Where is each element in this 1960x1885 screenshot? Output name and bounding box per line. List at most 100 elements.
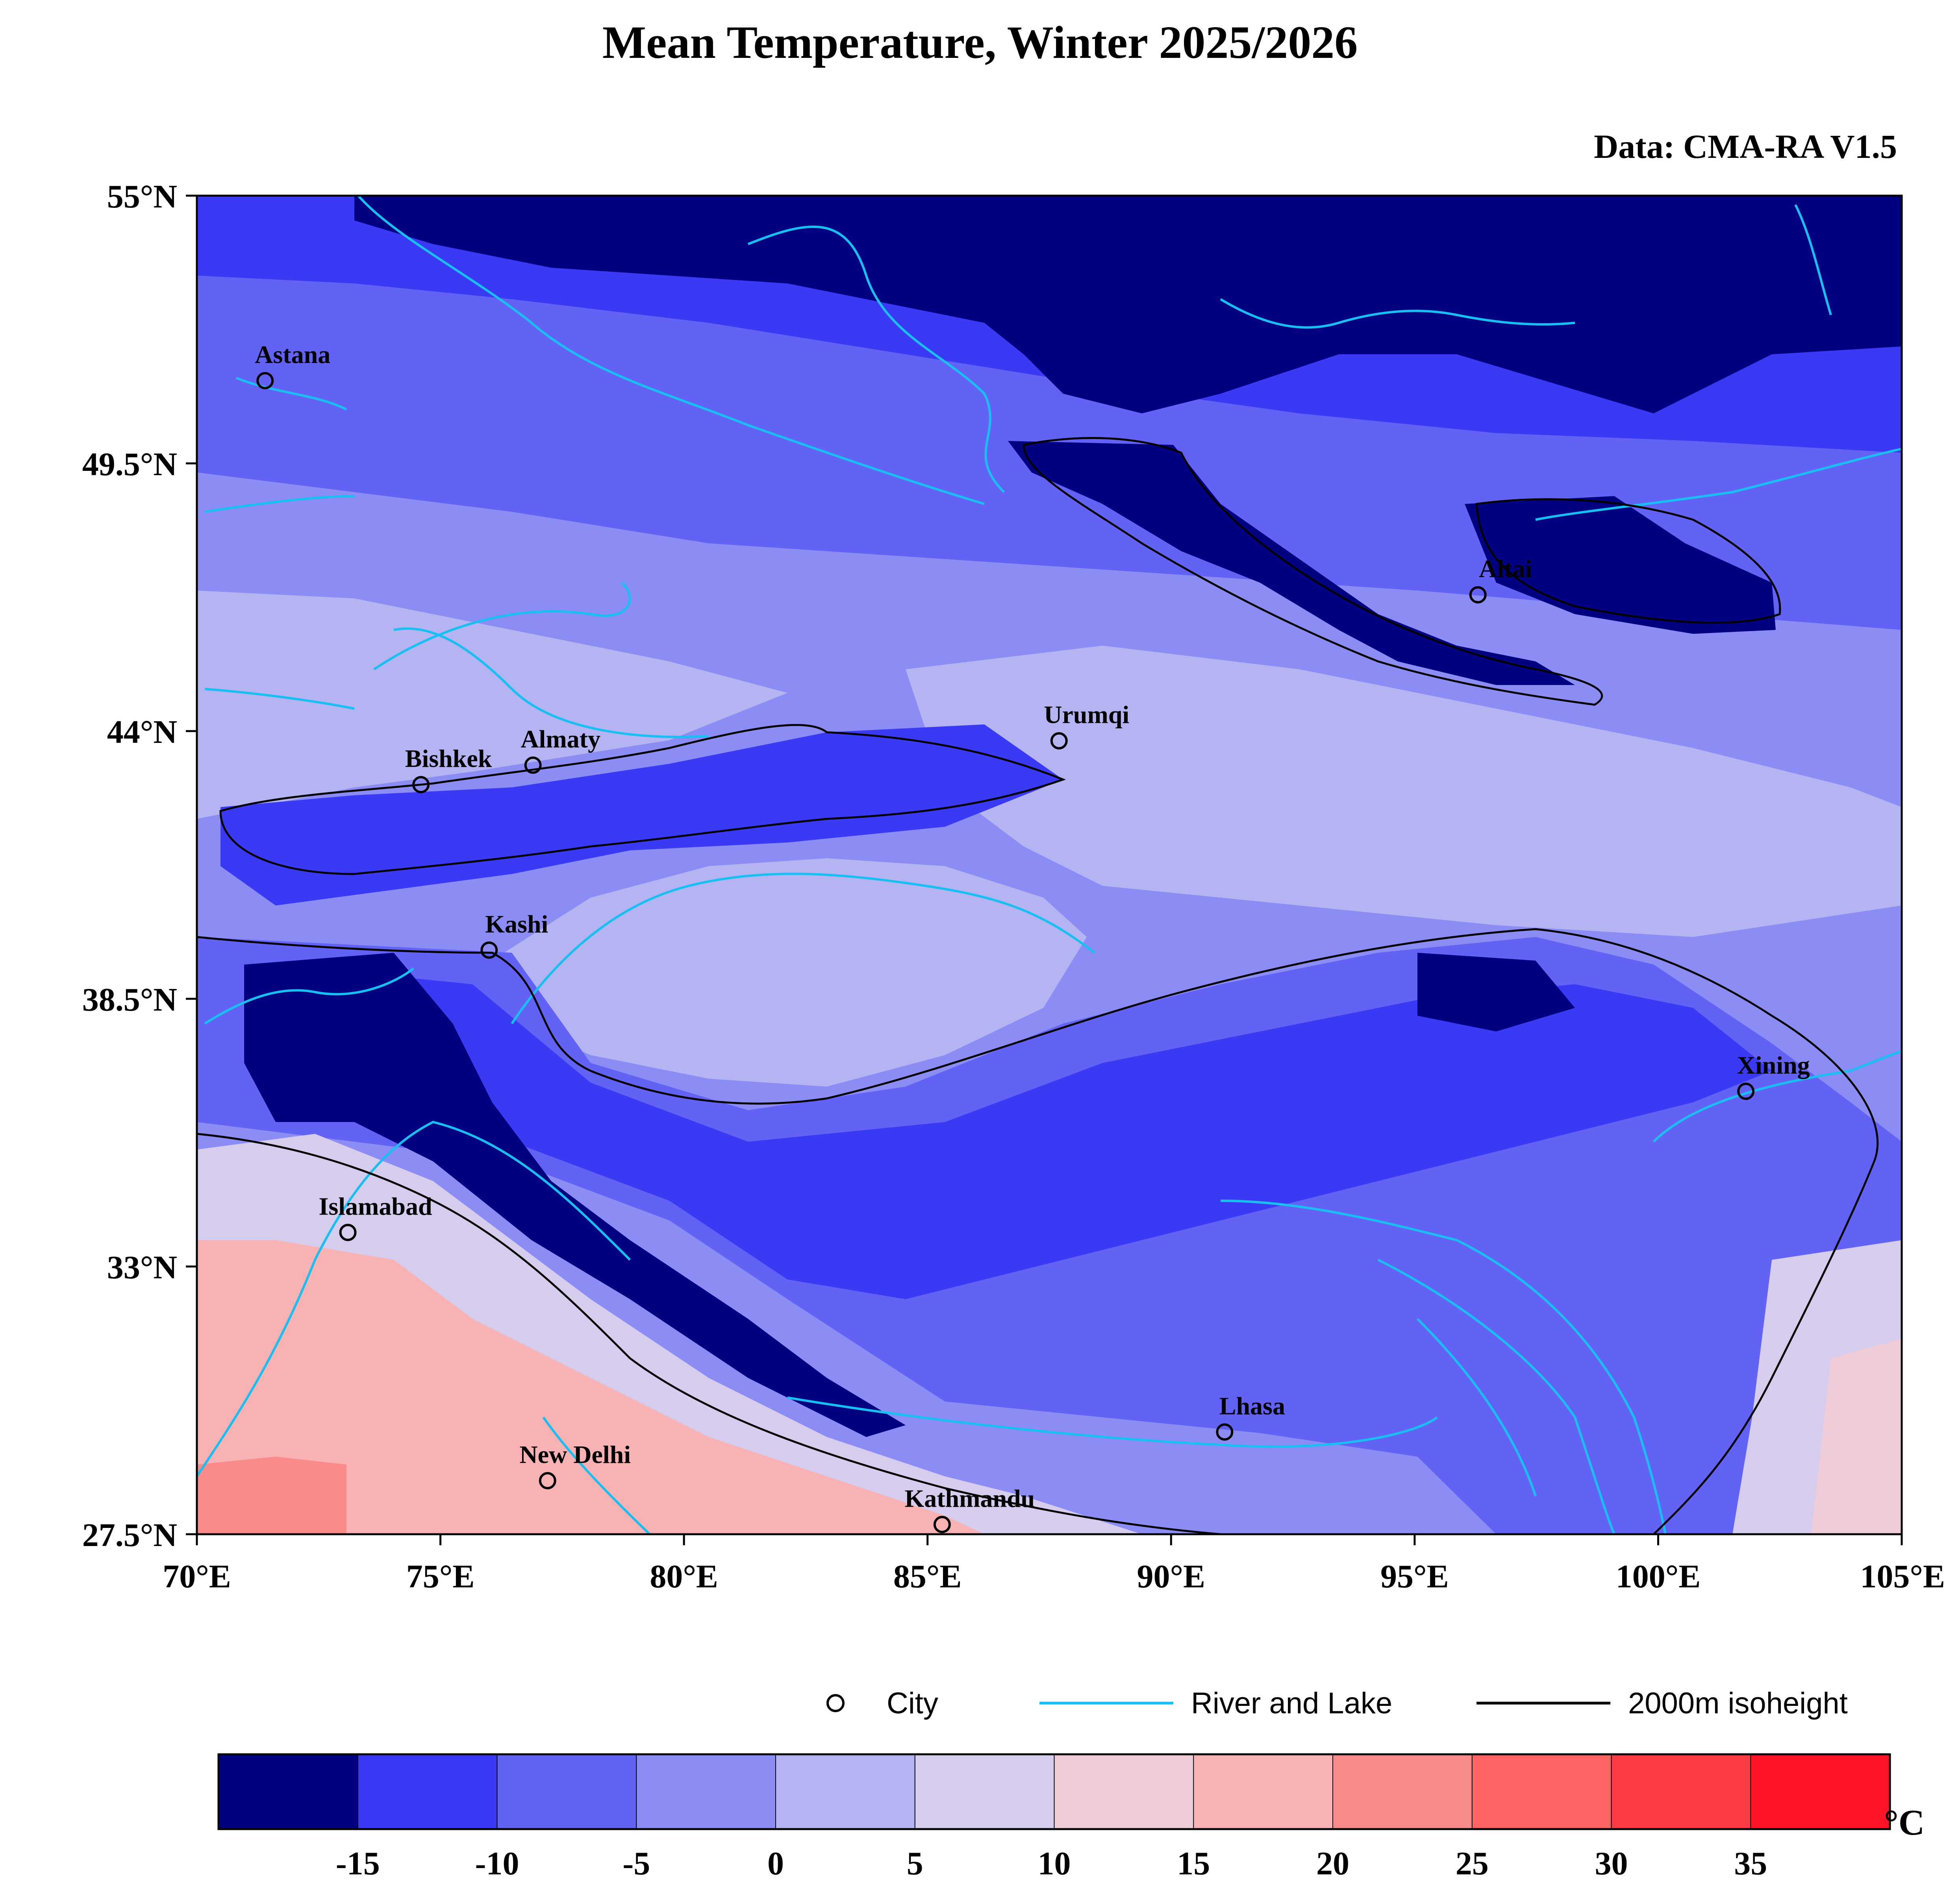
temp-zone-tibet-cold-core: [276, 965, 1772, 1299]
map-legend: City River and Lake 2000m isoheight: [826, 1687, 1848, 1720]
temp-zone-mongolia-cold: [1465, 496, 1776, 634]
colorbar-tick-label: 10: [1038, 1845, 1071, 1882]
city-label: Altai: [1479, 555, 1532, 583]
colorbar-tick-label: 35: [1734, 1845, 1767, 1882]
river-balkhash: [373, 581, 631, 670]
city-marker: [1216, 1423, 1234, 1441]
temp-zone-qilian-extreme: [1417, 953, 1575, 1031]
isoheight-contours: [197, 437, 1879, 1534]
city-marker: [1469, 586, 1487, 604]
temp-zone-tianshan-cold: [220, 724, 1063, 905]
colorbar-swatch: [497, 1754, 637, 1829]
colorbar-swatch: [1611, 1754, 1751, 1829]
colorbar-swatch: [1054, 1754, 1194, 1829]
city-almaty: Almaty: [521, 725, 600, 774]
y-tick-label: 44°N: [107, 714, 177, 750]
x-tick-label: 90°E: [1137, 1558, 1205, 1595]
data-source-label: Data: CMA-RA V1.5: [1594, 128, 1897, 165]
colorbar-tick-label: 0: [767, 1845, 784, 1882]
river-salween: [1416, 1318, 1537, 1496]
y-tick-label: 49.5°N: [82, 446, 177, 483]
city-marker: [524, 756, 542, 774]
colorbar-swatch: [219, 1754, 358, 1829]
city-label: Kashi: [485, 910, 548, 938]
city-altai: Altai: [1469, 555, 1532, 604]
city-lhasa: Lhasa: [1216, 1392, 1285, 1441]
isoheight-tianshan: [219, 724, 1066, 875]
city-label: Lhasa: [1219, 1392, 1285, 1420]
legend-city-marker: [826, 1694, 845, 1712]
colorbar-swatch: [1333, 1754, 1473, 1829]
temp-zone-hot-pocket: [197, 1457, 346, 1534]
temp-zone-tarim-basin: [504, 858, 1087, 1087]
colorbar-tick-label: 30: [1595, 1845, 1628, 1882]
colorbar-tick-label: 20: [1316, 1845, 1349, 1882]
legend-isoheight-label: 2000m isoheight: [1628, 1687, 1848, 1720]
city-kathmandu: Kathmandu: [904, 1484, 1035, 1533]
city-label: Bishkek: [405, 744, 492, 772]
city-marker: [480, 941, 498, 959]
y-tick-label: 55°N: [107, 178, 177, 215]
x-tick-label: 100°E: [1616, 1558, 1701, 1595]
colorbar-swatch: [1751, 1754, 1890, 1829]
x-tick-label: 80°E: [650, 1558, 718, 1595]
city-label: Xining: [1737, 1051, 1810, 1079]
city-label: Astana: [255, 341, 330, 368]
temperature-colorbar: -15 -10 -5 0 5 10 15 20 25 30 35: [217, 1753, 1891, 1882]
river-indus: [197, 1120, 631, 1477]
colorbar-tick-label: 5: [907, 1845, 923, 1882]
city-label: New Delhi: [519, 1441, 631, 1468]
colorbar-swatch: [636, 1754, 776, 1829]
city-label: Kathmandu: [904, 1484, 1035, 1512]
river-mekong: [1377, 1259, 1615, 1534]
city-kashi: Kashi: [480, 910, 548, 959]
colorbar-tick-label: 15: [1177, 1845, 1210, 1882]
river-network: [197, 196, 1902, 1534]
city-marker: [339, 1224, 357, 1241]
colorbar-swatch: [776, 1754, 915, 1829]
colorbar-tick-label: -10: [475, 1845, 519, 1882]
river-tarim: [511, 872, 1095, 1024]
city-label: Almaty: [521, 725, 600, 753]
x-tick-label: 95°E: [1380, 1558, 1449, 1595]
river-yellow: [1652, 1050, 1902, 1143]
temperature-map: Astana Bishkek Almaty Urumqi Altai Kashi Xinin…: [197, 196, 1902, 1534]
river-east-siberia: [1794, 204, 1832, 315]
river-irtysh: [357, 196, 985, 505]
river-yangtze-upper: [1220, 1200, 1667, 1534]
cities-layer: Astana Bishkek Almaty Urumqi Altai Kashi Xinin…: [255, 341, 1810, 1533]
river-yarlung-tsangpo: [787, 1396, 1438, 1448]
river-syr-darya: [204, 688, 355, 710]
temp-zone-indo-gangetic: [197, 1240, 984, 1534]
map-title: Mean Temperature, Winter 2025/2026: [602, 17, 1358, 68]
river-amu-darya: [204, 967, 414, 1025]
temp-zone-kazakh-lowland: [197, 591, 787, 819]
isoheight-mongolia: [1475, 498, 1781, 624]
city-marker: [1737, 1082, 1755, 1100]
x-tick-label: 85°E: [893, 1558, 962, 1595]
temp-zone-southeast-warm: [1811, 1339, 1902, 1534]
city-bishkek: Bishkek: [405, 744, 492, 793]
city-astana: Astana: [255, 341, 330, 389]
isoheight-altai: [1023, 437, 1603, 706]
colorbar-swatch: [358, 1754, 497, 1829]
isoheight-tibet: [197, 928, 1879, 1534]
colorbar-swatch: [915, 1754, 1054, 1829]
city-urumqi: Urumqi: [1044, 701, 1129, 750]
y-tick-label: 27.5°N: [82, 1517, 177, 1554]
river-ganges: [542, 1417, 651, 1534]
river-selenga: [1535, 448, 1902, 521]
legend-river-label: River and Lake: [1191, 1687, 1392, 1720]
x-tick-label: 75°E: [406, 1558, 475, 1595]
legend-city-label: City: [887, 1687, 938, 1720]
y-tick-label: 33°N: [107, 1249, 177, 1286]
city-new-delhi: New Delhi: [519, 1441, 631, 1489]
x-axis: 70°E 75°E 80°E 85°E 90°E 95°E 100°E 105°E: [163, 1534, 1945, 1595]
y-axis: 55°N 49.5°N 44°N 38.5°N 33°N 27.5°N: [82, 178, 197, 1554]
temp-zone-altai-cold: [1008, 441, 1575, 685]
city-islamabad: Islamabad: [319, 1192, 432, 1241]
colorbar-unit: °C: [1884, 1802, 1925, 1842]
city-marker: [933, 1516, 951, 1533]
colorbar-tick-label: -5: [622, 1845, 650, 1882]
x-tick-label: 70°E: [163, 1558, 231, 1595]
